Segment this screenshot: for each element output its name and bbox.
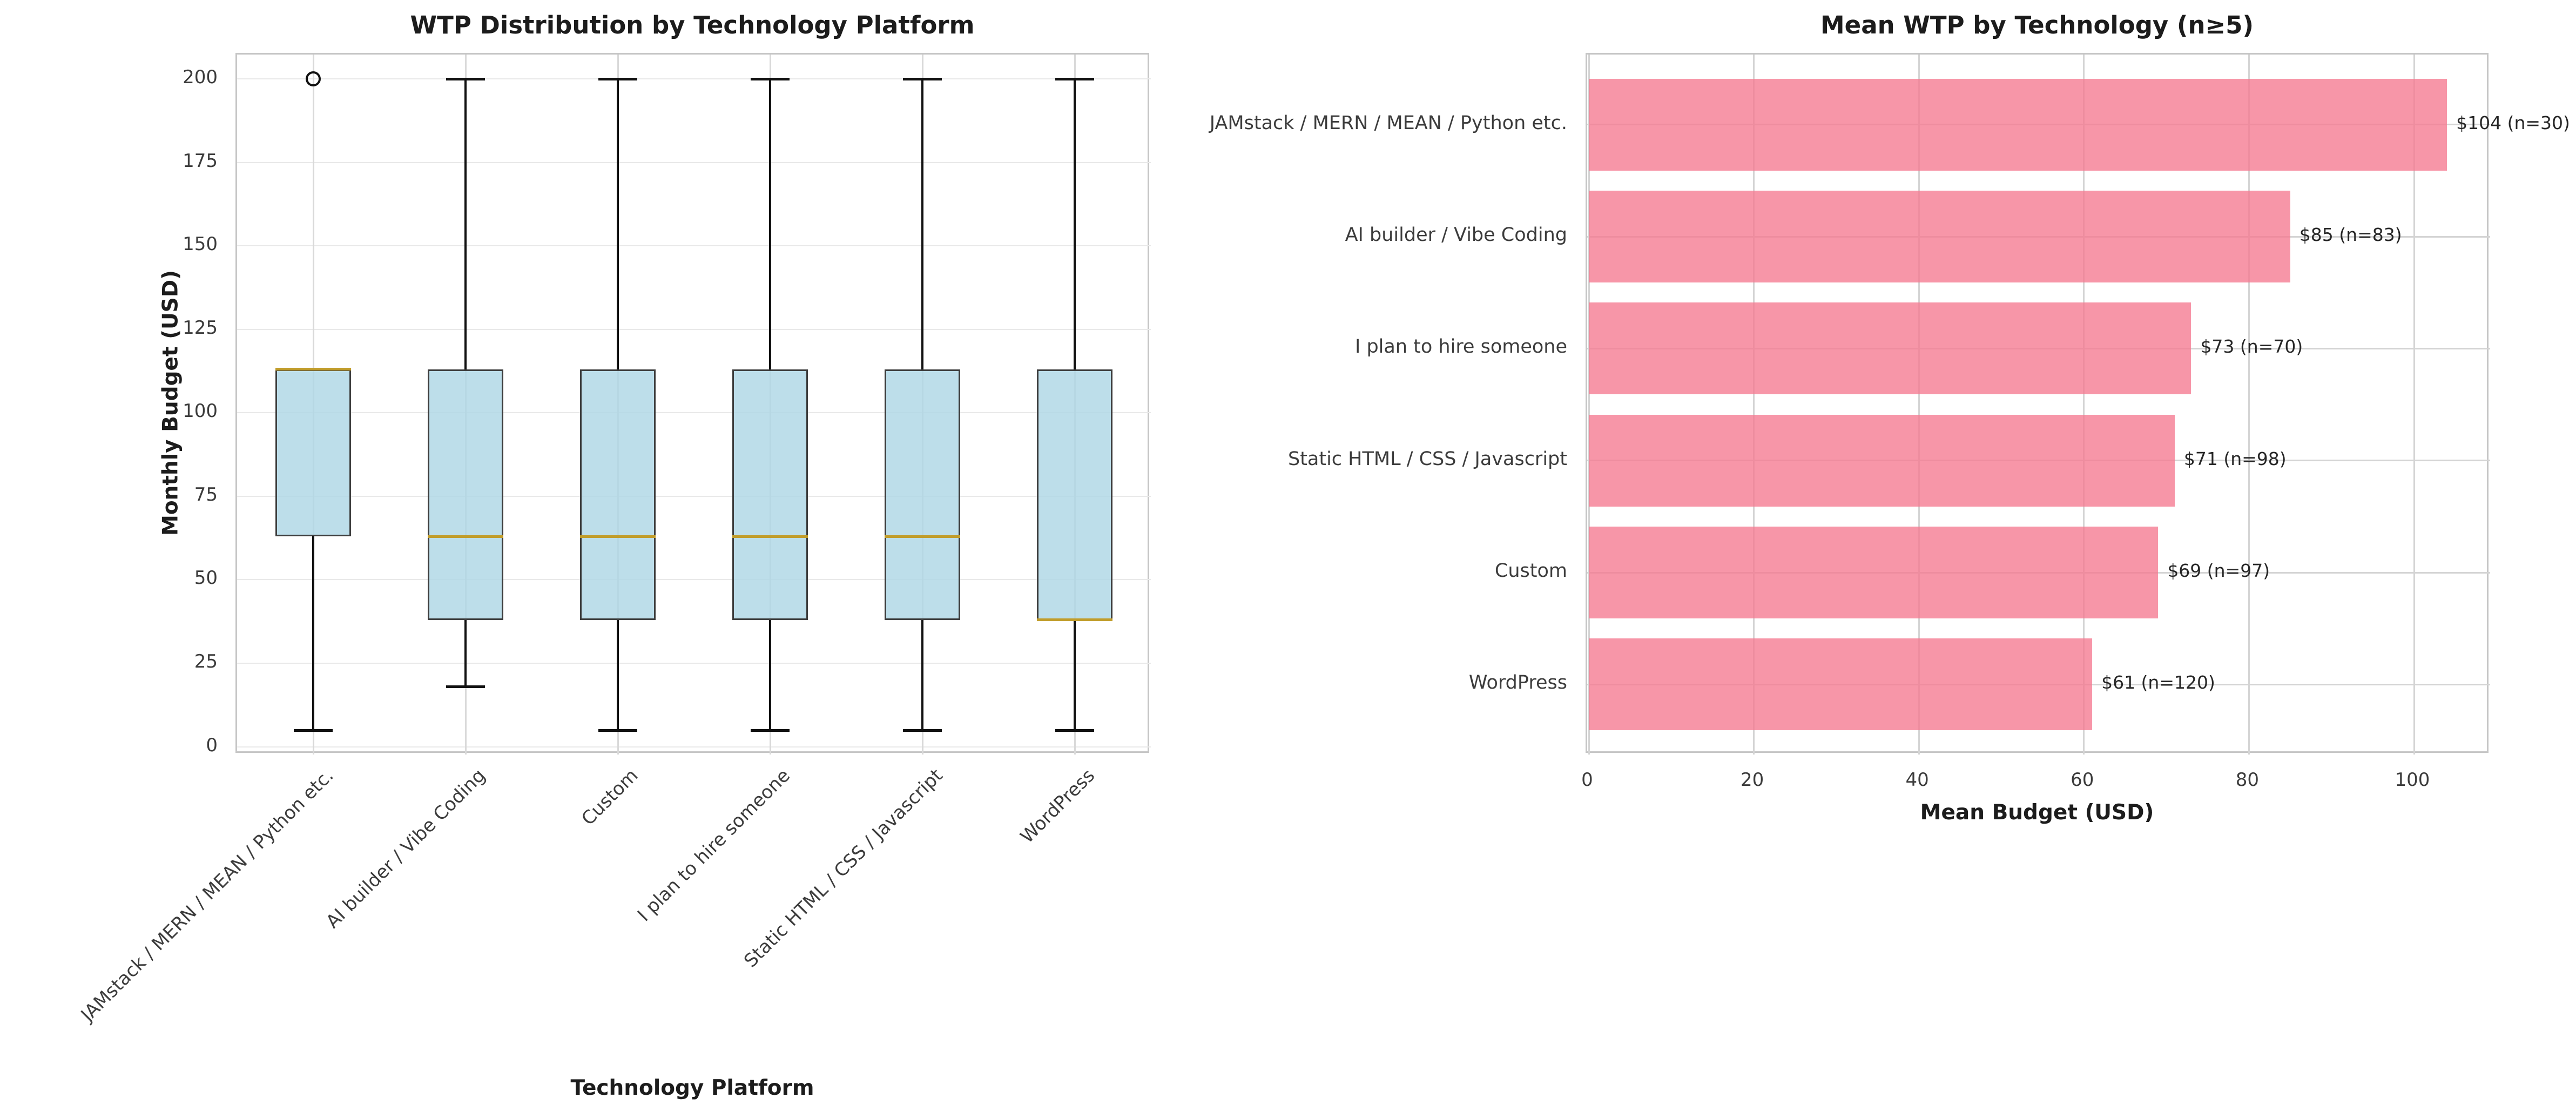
upper-whisker [921, 79, 923, 369]
x-tick-label: 100 [2395, 769, 2430, 791]
x-gridline [1588, 55, 1590, 755]
lower-cap [751, 729, 790, 732]
lower-cap [446, 685, 485, 689]
bar-value-label: $69 (n=97) [2167, 560, 2270, 581]
upper-cap [598, 78, 637, 80]
iqr-box [885, 369, 960, 620]
y-tick-label: 200 [183, 66, 218, 88]
bar [1589, 191, 2290, 282]
x-tick-label: AI builder / Vibe Coding [322, 765, 490, 933]
boxplot-xlabel: Technology Platform [570, 1076, 814, 1100]
y-tick-label: 175 [183, 150, 218, 172]
y-tick-label: 125 [183, 316, 218, 339]
y-gridline [237, 412, 1151, 414]
x-tick-label: 40 [1905, 769, 1929, 791]
bar [1589, 302, 2191, 395]
upper-cap [751, 78, 790, 80]
x-tick-label: 0 [1581, 769, 1593, 791]
y-gridline [237, 245, 1151, 247]
x-gridline [2083, 55, 2085, 755]
bar-value-label: $104 (n=30) [2456, 112, 2570, 133]
x-gridline [1918, 55, 1920, 755]
bar-value-label: $85 (n=83) [2299, 224, 2402, 245]
lower-cap [598, 729, 637, 732]
y-gridline [237, 579, 1151, 581]
bar-value-label: $61 (n=120) [2101, 672, 2215, 693]
bar [1589, 78, 2447, 171]
y-tick-label: 150 [183, 233, 218, 255]
median-line [885, 535, 960, 538]
y-gridline [237, 746, 1151, 747]
upper-whisker [617, 79, 619, 369]
bar-value-label: $73 (n=70) [2200, 336, 2303, 358]
boxplot-plot-area [235, 53, 1151, 755]
lower-whisker [312, 536, 314, 730]
bar-category-label: Custom [1494, 560, 1567, 582]
median-line [732, 535, 808, 538]
lower-whisker [617, 619, 619, 730]
y-gridline [237, 78, 1151, 79]
y-tick-label: 0 [206, 734, 218, 756]
boxplot-title: WTP Distribution by Technology Platform [410, 11, 975, 39]
bar [1589, 414, 2175, 507]
x-tick-label: JAMstack / MERN / MEAN / Python etc. [77, 765, 338, 1026]
median-line [428, 535, 503, 538]
bar [1589, 527, 2159, 618]
lower-cap [294, 729, 333, 732]
x-tick-label: 60 [2071, 769, 2094, 791]
median-line [580, 535, 656, 538]
x-gridline [2413, 55, 2415, 755]
bar-value-label: $71 (n=98) [2183, 448, 2287, 469]
lower-whisker [464, 619, 467, 687]
lower-cap [1055, 729, 1094, 732]
lower-whisker [769, 619, 771, 730]
lower-whisker [1074, 619, 1076, 730]
barchart-xlabel: Mean Budget (USD) [1920, 800, 2154, 825]
bar-category-label: WordPress [1468, 672, 1567, 694]
y-tick-label: 25 [194, 650, 218, 672]
iqr-box [428, 369, 503, 620]
upper-whisker [769, 79, 771, 369]
lower-whisker [921, 619, 923, 730]
x-tick-label: WordPress [1016, 765, 1100, 848]
upper-cap [446, 78, 485, 80]
upper-whisker [1074, 79, 1076, 369]
y-tick-label: 100 [183, 400, 218, 422]
outlier-marker [306, 71, 321, 86]
x-tick-label: Custom [577, 765, 643, 830]
upper-cap [1055, 78, 1094, 80]
bar [1589, 638, 2093, 731]
y-gridline [237, 328, 1151, 330]
upper-cap [903, 78, 942, 80]
iqr-box [580, 369, 656, 620]
upper-whisker [464, 79, 467, 369]
barchart-title: Mean WTP by Technology (n≥5) [1820, 11, 2254, 39]
bar-category-label: I plan to hire someone [1355, 336, 1567, 358]
bar-category-label: JAMstack / MERN / MEAN / Python etc. [1209, 112, 1567, 134]
bar-category-label: AI builder / Vibe Coding [1345, 224, 1567, 246]
x-tick-label: 20 [1740, 769, 1764, 791]
y-tick-label: 75 [194, 483, 218, 506]
y-tick-label: 50 [194, 567, 218, 589]
median-line [275, 368, 351, 371]
iqr-box [1037, 369, 1112, 620]
y-gridline [237, 495, 1151, 497]
x-tick-label: I plan to hire someone [633, 765, 795, 926]
iqr-box [275, 369, 351, 536]
x-gridline [1753, 55, 1755, 755]
median-line [1037, 618, 1112, 622]
lower-cap [903, 729, 942, 732]
x-gridline [2248, 55, 2250, 755]
y-gridline [237, 161, 1151, 163]
x-tick-label: 80 [2235, 769, 2260, 791]
y-gridline [237, 662, 1151, 664]
iqr-box [732, 369, 808, 620]
bar-category-label: Static HTML / CSS / Javascript [1287, 448, 1567, 470]
barchart-plot-area [1586, 53, 2490, 755]
